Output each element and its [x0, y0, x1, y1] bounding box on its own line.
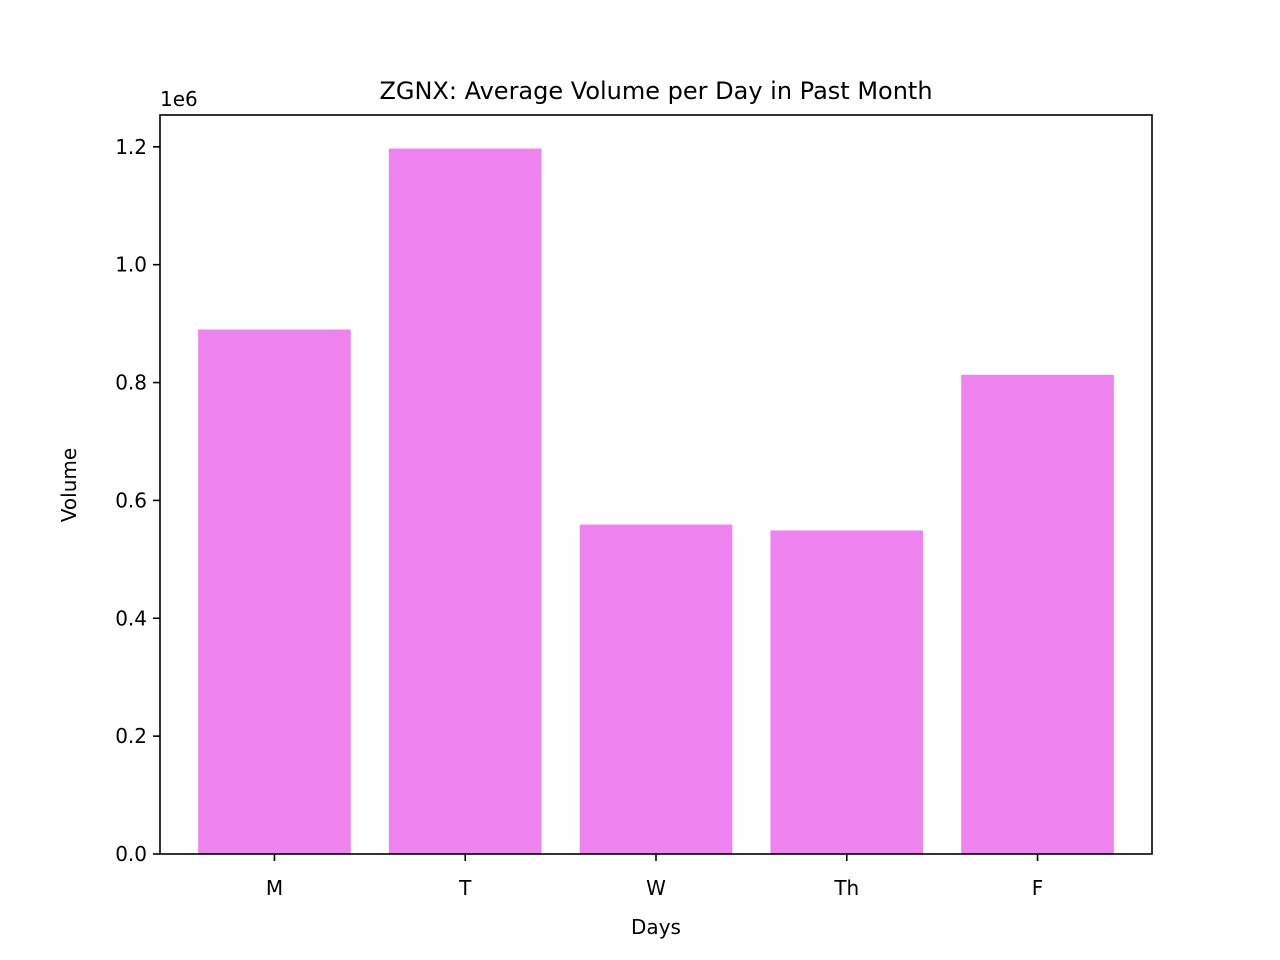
y-tick-label: 0.4 — [115, 606, 147, 630]
bar-f — [961, 374, 1114, 854]
y-tick-label: 0.8 — [115, 371, 147, 395]
bar-t — [388, 148, 542, 854]
chart-title: ZGNX: Average Volume per Day in Past Mon… — [379, 77, 932, 105]
bar-w — [579, 524, 733, 854]
x-tick-label-f: F — [1032, 876, 1044, 900]
bar-m — [198, 329, 351, 854]
y-tick-label: 0.2 — [115, 724, 147, 748]
x-axis-label: Days — [631, 915, 681, 939]
x-axis-ticks: M T W Th F — [266, 854, 1043, 900]
x-tick-label-th: Th — [833, 876, 859, 900]
x-tick-label-t: T — [458, 876, 472, 900]
y-tick-label: 1.2 — [115, 135, 147, 159]
y-tick-label: 0.6 — [115, 488, 147, 512]
y-axis-label: Volume — [57, 448, 81, 522]
y-tick-label: 0.0 — [115, 842, 147, 866]
y-axis-ticks: 0.0 0.2 0.4 0.6 0.8 1.0 1.2 — [115, 135, 160, 866]
x-tick-label-w: W — [646, 876, 666, 900]
bar-th — [770, 530, 924, 854]
y-axis-offset-label: 1e6 — [160, 87, 198, 111]
bars-group — [198, 148, 1114, 854]
y-tick-label: 1.0 — [115, 253, 147, 277]
x-tick-label-m: M — [266, 876, 283, 900]
